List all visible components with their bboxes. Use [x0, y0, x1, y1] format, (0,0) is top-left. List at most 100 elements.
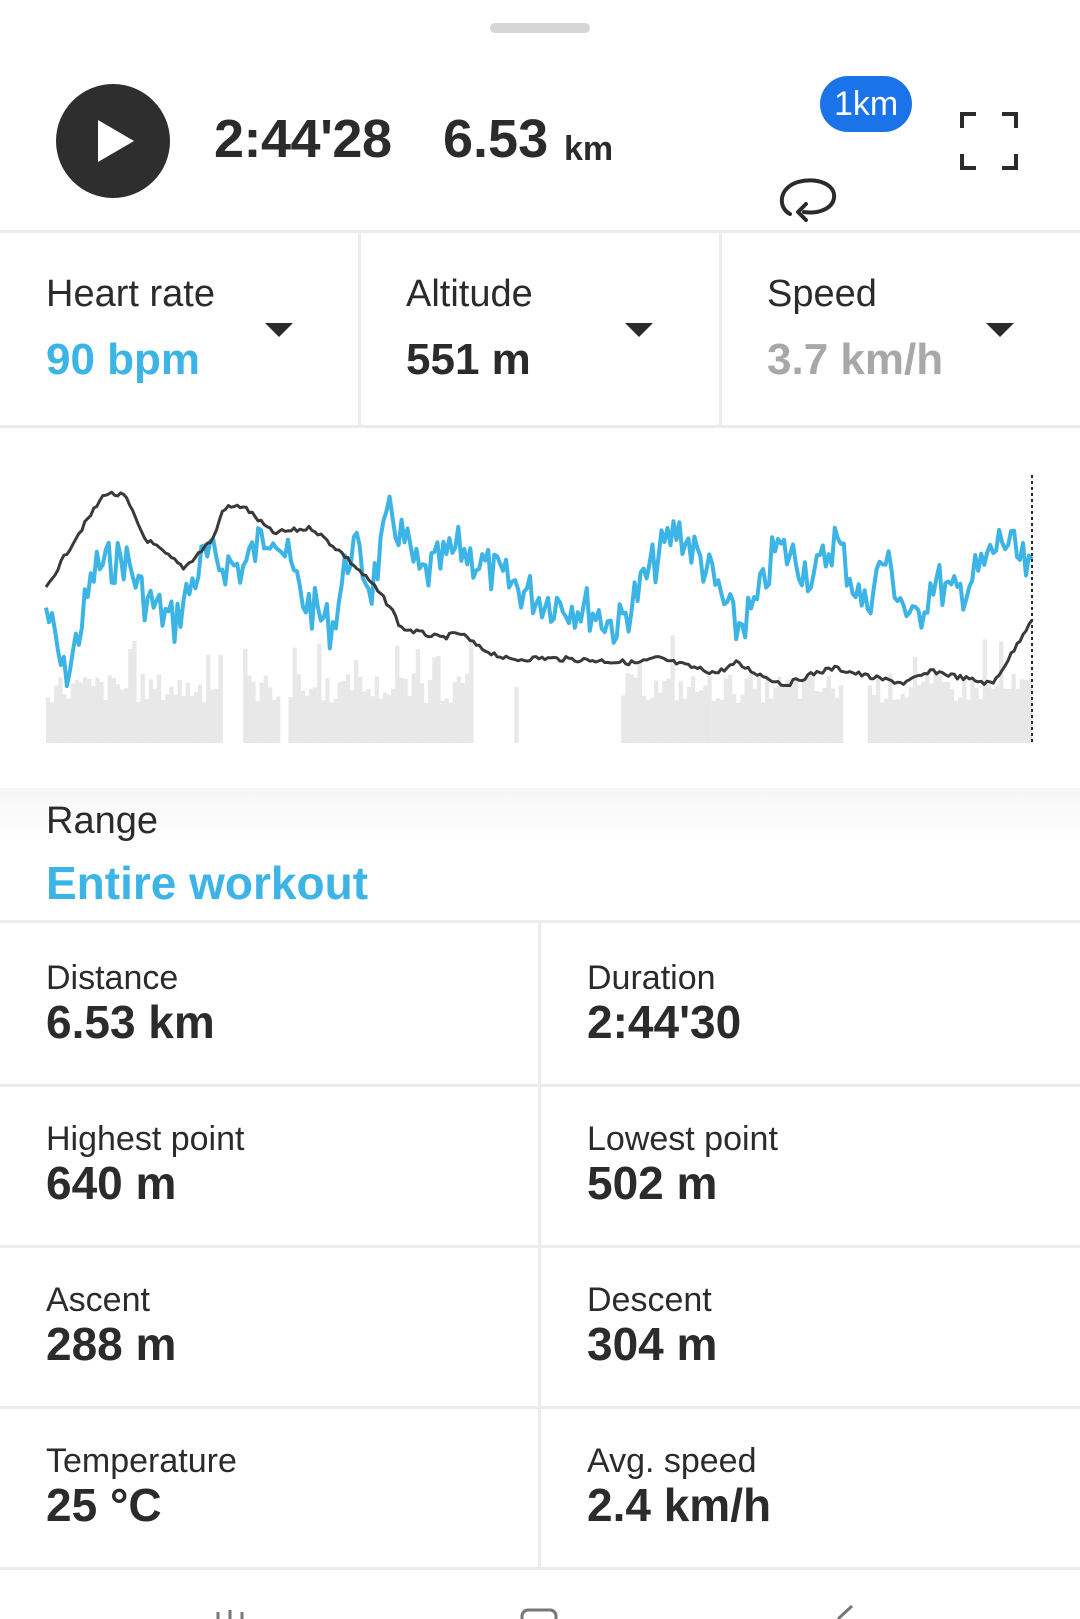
speed-bar [949, 688, 955, 743]
speed-bar [321, 700, 326, 743]
speed-bar [691, 676, 696, 743]
speed-bar [460, 683, 466, 743]
speed-bar [218, 654, 223, 743]
lap-icon[interactable] [776, 174, 840, 226]
speed-bar [929, 683, 934, 743]
speed-bar [937, 674, 942, 743]
speed-bar [469, 641, 474, 743]
speed-bar [953, 700, 959, 743]
fullscreen-icon[interactable] [960, 112, 1018, 170]
speed-bar [793, 679, 798, 743]
speed-bar [1027, 679, 1033, 743]
speed-bar [333, 698, 338, 743]
stat-label: Highest point [46, 1120, 245, 1158]
speed-bar [148, 679, 153, 743]
stat-temperature: Temperature 25 °C [0, 1406, 540, 1567]
speed-bar [990, 688, 996, 743]
speed-bar [354, 659, 359, 743]
speed-bar [756, 673, 761, 743]
speed-bar [428, 679, 433, 743]
elapsed-time: 2:44'28 [214, 109, 392, 169]
speed-bar [128, 648, 133, 743]
speed-bar [152, 688, 158, 743]
speed-bar [1007, 689, 1012, 743]
speed-bar [313, 687, 318, 743]
workout-chart-svg[interactable] [0, 428, 1080, 788]
divider [538, 923, 541, 1569]
speed-bar [46, 697, 51, 743]
speed-bar [415, 649, 421, 743]
stat-label: Avg. speed [587, 1442, 757, 1480]
lap-distance-badge[interactable]: 1km [820, 76, 913, 132]
speed-bar [970, 680, 975, 743]
workout-chart[interactable] [0, 428, 1080, 788]
speed-bar [830, 688, 835, 743]
speed-bar [345, 674, 351, 743]
speed-bar [649, 697, 655, 743]
speed-bar [189, 696, 195, 743]
stat-label: Descent [587, 1281, 712, 1319]
speed-bar [999, 641, 1004, 743]
speed-bar [436, 655, 441, 743]
chevron-down-icon [265, 323, 293, 337]
speed-bar [210, 689, 215, 743]
divider [358, 233, 361, 425]
speed-bar [263, 675, 268, 743]
speed-bar [748, 674, 753, 743]
speed-bar [806, 675, 811, 743]
speed-bar [674, 700, 679, 743]
speed-bar [826, 676, 831, 743]
speed-bar [666, 678, 671, 743]
speed-bar [723, 678, 729, 743]
speed-bar [810, 675, 815, 743]
speed-bar [358, 676, 363, 743]
stat-avg-speed: Avg. speed 2.4 km/h [541, 1406, 1080, 1567]
stat-descent: Descent 304 m [541, 1245, 1080, 1406]
elapsed-distance: 6.53 [443, 109, 549, 169]
speed-bar [789, 681, 794, 743]
speed-bar [781, 684, 786, 743]
speed-bar [871, 694, 877, 743]
speed-bar [177, 680, 182, 743]
speed-bar [732, 694, 737, 743]
play-button[interactable] [56, 84, 170, 198]
speed-bar [382, 692, 388, 743]
metric-speed[interactable]: Speed 3.7 km/h [721, 233, 1080, 425]
speed-bar [1023, 679, 1029, 743]
metric-label: Heart rate [46, 273, 215, 315]
metric-value: 3.7 km/h [767, 335, 944, 384]
speed-bar [292, 647, 297, 743]
speed-bar [181, 695, 186, 743]
range-selector[interactable]: Range Entire workout [0, 788, 1080, 923]
speed-bar [637, 662, 642, 743]
stat-value: 2:44'30 [587, 996, 742, 1048]
speed-bar [62, 694, 67, 743]
sheet-grabber[interactable] [490, 23, 590, 33]
speed-bar [765, 675, 770, 743]
speed-bar [974, 688, 979, 743]
speed-bar [173, 694, 178, 743]
speed-bar [752, 688, 757, 743]
speed-bar [682, 698, 688, 743]
metric-altitude[interactable]: Altitude 551 m [360, 233, 720, 425]
metric-value: 551 m [406, 335, 531, 384]
speed-bar [838, 685, 844, 743]
stat-value: 304 m [587, 1318, 718, 1370]
speed-bar [206, 654, 211, 743]
speed-bar [378, 698, 384, 743]
speed-bar [986, 683, 992, 743]
speed-bar [120, 689, 125, 743]
speed-bar [728, 674, 733, 743]
speed-bar [662, 680, 667, 743]
speed-bar [514, 686, 519, 743]
speed-bar [296, 674, 301, 743]
range-value[interactable]: Entire workout [46, 857, 369, 909]
speed-bar [740, 694, 745, 743]
metric-label: Speed [767, 273, 877, 315]
speed-bar [99, 681, 104, 743]
speed-bar [50, 702, 55, 743]
bottom-nav-peek [216, 1604, 854, 1619]
speed-bar [641, 695, 646, 743]
metric-heart-rate[interactable]: Heart rate 90 bpm [0, 233, 360, 425]
speed-bar [115, 684, 121, 743]
